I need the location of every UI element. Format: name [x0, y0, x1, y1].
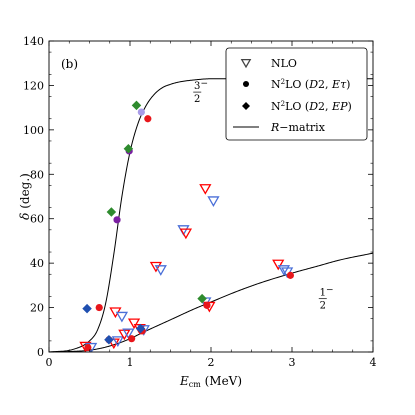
- fraction-denominator: 2: [320, 301, 326, 312]
- panel-label: (b): [61, 57, 78, 71]
- y-tick-label: 0: [37, 346, 44, 359]
- point-nlo: [208, 197, 218, 206]
- legend-label-3: R−matrix: [270, 121, 326, 134]
- point-n2lo-etau: [84, 344, 91, 351]
- x-tick-label: 0: [46, 356, 53, 369]
- curve-label-p32: 3 −2: [193, 79, 208, 105]
- x-tick-label: 3: [289, 356, 296, 369]
- point-nlo: [117, 312, 127, 321]
- point-n2lo-etau: [128, 335, 135, 342]
- x-tick-label: 4: [370, 356, 377, 369]
- y-tick-label: 80: [30, 168, 44, 181]
- point-n2lo-ep: [82, 304, 92, 314]
- point-n2lo-etau: [96, 304, 103, 311]
- y-tick-label: 100: [23, 124, 44, 137]
- fraction-sign: −: [326, 286, 334, 296]
- point-n2lo-etau: [138, 108, 145, 115]
- y-tick-label: 40: [30, 257, 44, 270]
- fraction-numerator: 1: [320, 288, 326, 299]
- legend-marker-1: [243, 81, 249, 87]
- x-tick-label: 2: [208, 356, 215, 369]
- point-n2lo-ep: [132, 101, 142, 111]
- point-n2lo-etau: [287, 272, 294, 279]
- point-nlo: [129, 319, 139, 328]
- point-n2lo-etau: [144, 115, 151, 122]
- y-tick-label: 140: [23, 35, 44, 48]
- point-nlo: [156, 266, 166, 275]
- fraction-numerator: 3: [194, 81, 200, 92]
- y-axis-label: δ (deg.): [18, 173, 32, 220]
- point-nlo: [200, 185, 210, 194]
- legend-label-0: NLO: [271, 57, 297, 70]
- y-tick-label: 60: [30, 213, 44, 226]
- x-tick-label: 1: [127, 356, 134, 369]
- fraction-denominator: 2: [194, 94, 200, 105]
- fraction-sign: −: [200, 79, 208, 89]
- point-n2lo-ep: [107, 207, 117, 217]
- point-n2lo-etau: [203, 302, 210, 309]
- y-tick-label: 20: [30, 302, 44, 315]
- curve-label-p12: 1 −2: [319, 286, 334, 312]
- y-tick-label: 120: [23, 79, 44, 92]
- point-n2lo-etau: [113, 216, 120, 223]
- x-axis-label: Ecm (MeV): [179, 374, 242, 389]
